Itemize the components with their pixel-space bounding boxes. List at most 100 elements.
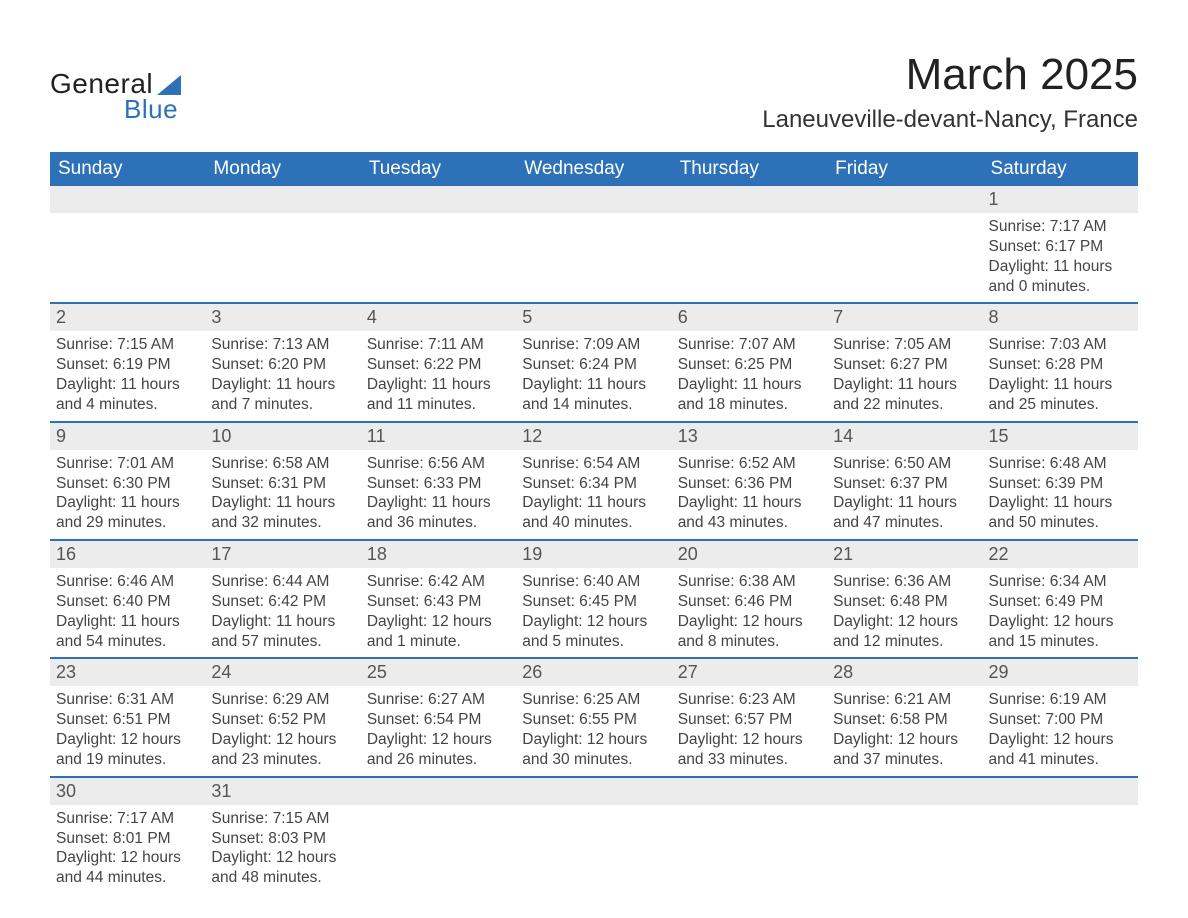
day-number-cell: 13	[672, 422, 827, 450]
day-ss: Sunset: 6:48 PM	[833, 592, 976, 612]
day-ss: Sunset: 8:01 PM	[56, 829, 199, 849]
day-sr: Sunrise: 7:11 AM	[367, 335, 510, 355]
day-ss: Sunset: 6:36 PM	[678, 474, 821, 494]
logo-word-2: Blue	[124, 94, 178, 125]
day-ss: Sunset: 6:22 PM	[367, 355, 510, 375]
day-d1: Daylight: 12 hours	[833, 730, 976, 750]
day-detail-cell	[516, 213, 671, 303]
day-d2: and 0 minutes.	[989, 277, 1132, 297]
day-ss: Sunset: 6:39 PM	[989, 474, 1132, 494]
day-ss: Sunset: 6:40 PM	[56, 592, 199, 612]
day-detail-cell: Sunrise: 7:13 AMSunset: 6:20 PMDaylight:…	[205, 331, 360, 421]
day-d2: and 14 minutes.	[522, 395, 665, 415]
day-number-cell: 22	[983, 540, 1138, 568]
day-detail-cell: Sunrise: 7:09 AMSunset: 6:24 PMDaylight:…	[516, 331, 671, 421]
month-title: March 2025	[762, 50, 1138, 100]
day-ss: Sunset: 6:42 PM	[211, 592, 354, 612]
day-d2: and 37 minutes.	[833, 750, 976, 770]
day-number-cell: 28	[827, 658, 982, 686]
day-d2: and 19 minutes.	[56, 750, 199, 770]
title-block: March 2025 Laneuveville-devant-Nancy, Fr…	[762, 50, 1138, 134]
day-sr: Sunrise: 7:05 AM	[833, 335, 976, 355]
day-sr: Sunrise: 6:19 AM	[989, 690, 1132, 710]
day-d1: Daylight: 11 hours	[56, 375, 199, 395]
day-d1: Daylight: 11 hours	[522, 493, 665, 513]
day-detail-cell: Sunrise: 6:36 AMSunset: 6:48 PMDaylight:…	[827, 568, 982, 658]
day-number-cell: 21	[827, 540, 982, 568]
day-sr: Sunrise: 6:46 AM	[56, 572, 199, 592]
day-d2: and 23 minutes.	[211, 750, 354, 770]
day-sr: Sunrise: 7:01 AM	[56, 454, 199, 474]
day-detail-cell: Sunrise: 6:58 AMSunset: 6:31 PMDaylight:…	[205, 450, 360, 540]
day-header: Monday	[205, 152, 360, 186]
day-detail-cell: Sunrise: 6:34 AMSunset: 6:49 PMDaylight:…	[983, 568, 1138, 658]
day-d1: Daylight: 11 hours	[367, 493, 510, 513]
day-d2: and 11 minutes.	[367, 395, 510, 415]
location-subtitle: Laneuveville-devant-Nancy, France	[762, 106, 1138, 134]
day-d2: and 30 minutes.	[522, 750, 665, 770]
day-d2: and 29 minutes.	[56, 513, 199, 533]
day-header: Friday	[827, 152, 982, 186]
day-sr: Sunrise: 6:48 AM	[989, 454, 1132, 474]
day-header: Sunday	[50, 152, 205, 186]
day-sr: Sunrise: 6:44 AM	[211, 572, 354, 592]
day-detail-cell: Sunrise: 7:17 AMSunset: 6:17 PMDaylight:…	[983, 213, 1138, 303]
day-number-cell: 29	[983, 658, 1138, 686]
day-detail-row: Sunrise: 7:17 AMSunset: 8:01 PMDaylight:…	[50, 805, 1138, 894]
day-d1: Daylight: 12 hours	[211, 730, 354, 750]
day-d2: and 12 minutes.	[833, 632, 976, 652]
day-detail-cell: Sunrise: 6:48 AMSunset: 6:39 PMDaylight:…	[983, 450, 1138, 540]
day-number-cell: 19	[516, 540, 671, 568]
day-d1: Daylight: 11 hours	[522, 375, 665, 395]
day-d2: and 44 minutes.	[56, 868, 199, 888]
day-ss: Sunset: 6:55 PM	[522, 710, 665, 730]
day-number-row: 1	[50, 186, 1138, 213]
day-detail-cell	[672, 805, 827, 894]
day-number-row: 9101112131415	[50, 422, 1138, 450]
day-ss: Sunset: 6:17 PM	[989, 237, 1132, 257]
day-number-cell: 4	[361, 303, 516, 331]
logo: General Blue	[50, 50, 181, 125]
day-header-row: Sunday Monday Tuesday Wednesday Thursday…	[50, 152, 1138, 186]
day-detail-cell: Sunrise: 6:44 AMSunset: 6:42 PMDaylight:…	[205, 568, 360, 658]
day-detail-cell: Sunrise: 6:29 AMSunset: 6:52 PMDaylight:…	[205, 686, 360, 776]
day-detail-row: Sunrise: 6:46 AMSunset: 6:40 PMDaylight:…	[50, 568, 1138, 658]
day-detail-cell: Sunrise: 6:38 AMSunset: 6:46 PMDaylight:…	[672, 568, 827, 658]
day-number-cell	[516, 186, 671, 213]
day-d2: and 43 minutes.	[678, 513, 821, 533]
day-sr: Sunrise: 6:23 AM	[678, 690, 821, 710]
day-detail-cell: Sunrise: 6:54 AMSunset: 6:34 PMDaylight:…	[516, 450, 671, 540]
day-number-cell: 2	[50, 303, 205, 331]
day-d2: and 8 minutes.	[678, 632, 821, 652]
day-detail-cell	[983, 805, 1138, 894]
day-d2: and 36 minutes.	[367, 513, 510, 533]
day-header: Saturday	[983, 152, 1138, 186]
day-ss: Sunset: 6:28 PM	[989, 355, 1132, 375]
day-d1: Daylight: 12 hours	[678, 612, 821, 632]
day-detail-cell	[827, 213, 982, 303]
day-number-cell: 14	[827, 422, 982, 450]
day-detail-cell: Sunrise: 6:40 AMSunset: 6:45 PMDaylight:…	[516, 568, 671, 658]
day-number-cell: 8	[983, 303, 1138, 331]
day-number-cell: 17	[205, 540, 360, 568]
day-ss: Sunset: 6:43 PM	[367, 592, 510, 612]
day-detail-cell	[672, 213, 827, 303]
day-detail-cell: Sunrise: 6:42 AMSunset: 6:43 PMDaylight:…	[361, 568, 516, 658]
day-sr: Sunrise: 6:25 AM	[522, 690, 665, 710]
day-d1: Daylight: 12 hours	[522, 612, 665, 632]
day-number-cell: 5	[516, 303, 671, 331]
day-detail-cell: Sunrise: 6:52 AMSunset: 6:36 PMDaylight:…	[672, 450, 827, 540]
day-number-cell: 27	[672, 658, 827, 686]
day-detail-row: Sunrise: 7:17 AMSunset: 6:17 PMDaylight:…	[50, 213, 1138, 303]
day-sr: Sunrise: 6:50 AM	[833, 454, 976, 474]
day-d1: Daylight: 11 hours	[56, 612, 199, 632]
day-sr: Sunrise: 7:09 AM	[522, 335, 665, 355]
day-ss: Sunset: 6:45 PM	[522, 592, 665, 612]
day-d1: Daylight: 12 hours	[367, 612, 510, 632]
day-d1: Daylight: 12 hours	[522, 730, 665, 750]
day-ss: Sunset: 6:34 PM	[522, 474, 665, 494]
day-number-cell: 16	[50, 540, 205, 568]
day-ss: Sunset: 6:31 PM	[211, 474, 354, 494]
day-sr: Sunrise: 7:13 AM	[211, 335, 354, 355]
day-d1: Daylight: 11 hours	[211, 375, 354, 395]
